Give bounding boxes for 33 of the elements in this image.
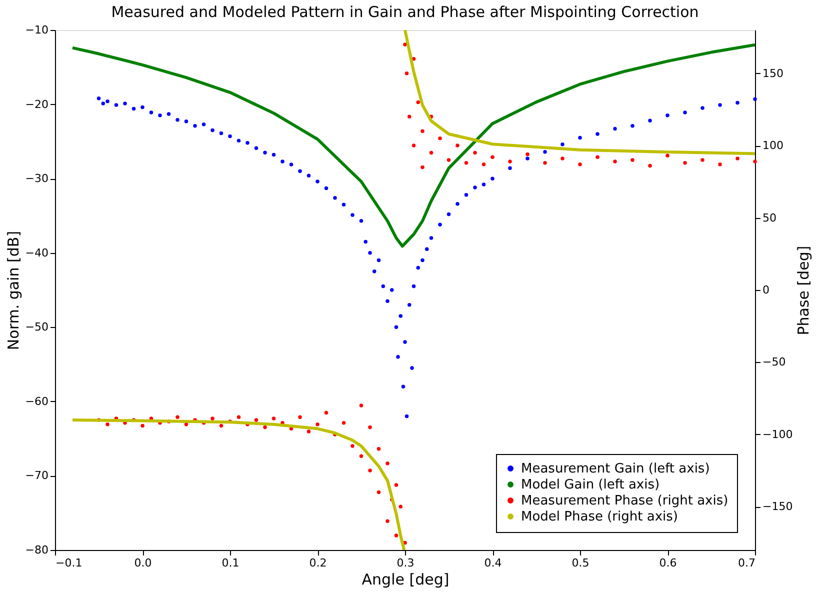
line-series — [71, 43, 755, 248]
x-tick-label: 0.5 — [572, 556, 590, 570]
legend-label: Measurement Gain (left axis) — [521, 462, 710, 476]
x-tick-label: 0.7 — [738, 556, 756, 570]
x-tick-label: 0.1 — [222, 556, 240, 570]
y-tick-label: −80 — [25, 544, 48, 556]
y2-tick-label: 50 — [762, 211, 776, 224]
y-tick-label: −10 — [25, 24, 48, 36]
y2-tick-label: 100 — [762, 139, 784, 152]
x-tick-label: 0.0 — [134, 556, 152, 570]
y-tick-label: −50 — [25, 320, 48, 334]
y2-axis-title: Phase [deg] — [794, 246, 813, 336]
y2-tick-label: −100 — [762, 428, 793, 441]
y-tick-label: −40 — [25, 246, 48, 260]
x-tick-label: −0.1 — [56, 556, 82, 570]
y-tick-label: −30 — [25, 172, 48, 186]
legend-label: Measurement Phase (right axis) — [521, 494, 728, 508]
legend-label: Model Gain (left axis) — [521, 478, 660, 492]
chart-title: Measured and Modeled Pattern in Gain and Phase after Mispointing Correction — [111, 3, 699, 21]
x-tick-label: 0.6 — [659, 556, 677, 570]
y2-tick-label: 0 — [762, 284, 770, 296]
y-tick-label: −60 — [25, 394, 48, 408]
legend-label: Model Phase (right axis) — [521, 510, 678, 524]
y-tick-label: −70 — [25, 469, 48, 482]
x-tick-label: 0.2 — [309, 556, 327, 570]
y-tick-label: −20 — [25, 98, 48, 111]
y-axis-title: Norm. gain [dB] — [4, 230, 22, 350]
y2-tick-label: −150 — [762, 500, 793, 514]
y2-tick-label: −50 — [762, 356, 786, 369]
x-tick-label: 0.4 — [484, 556, 502, 570]
x-tick-label: 0.3 — [396, 556, 414, 570]
y2-tick-label: 150 — [762, 66, 784, 80]
x-axis-title: Angle [deg] — [362, 570, 450, 588]
